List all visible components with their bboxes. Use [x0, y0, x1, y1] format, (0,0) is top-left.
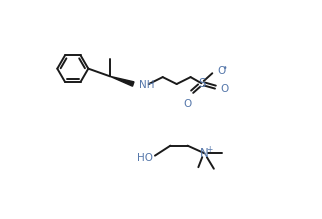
Text: NH: NH [139, 80, 155, 90]
Text: HO: HO [137, 153, 153, 163]
Text: N: N [200, 147, 209, 160]
Polygon shape [110, 76, 134, 86]
Text: +: + [206, 145, 213, 154]
Text: O: O [221, 84, 229, 94]
Text: O: O [217, 66, 225, 76]
Text: O: O [183, 99, 192, 109]
Text: S: S [198, 77, 205, 90]
Text: •: • [223, 64, 227, 73]
